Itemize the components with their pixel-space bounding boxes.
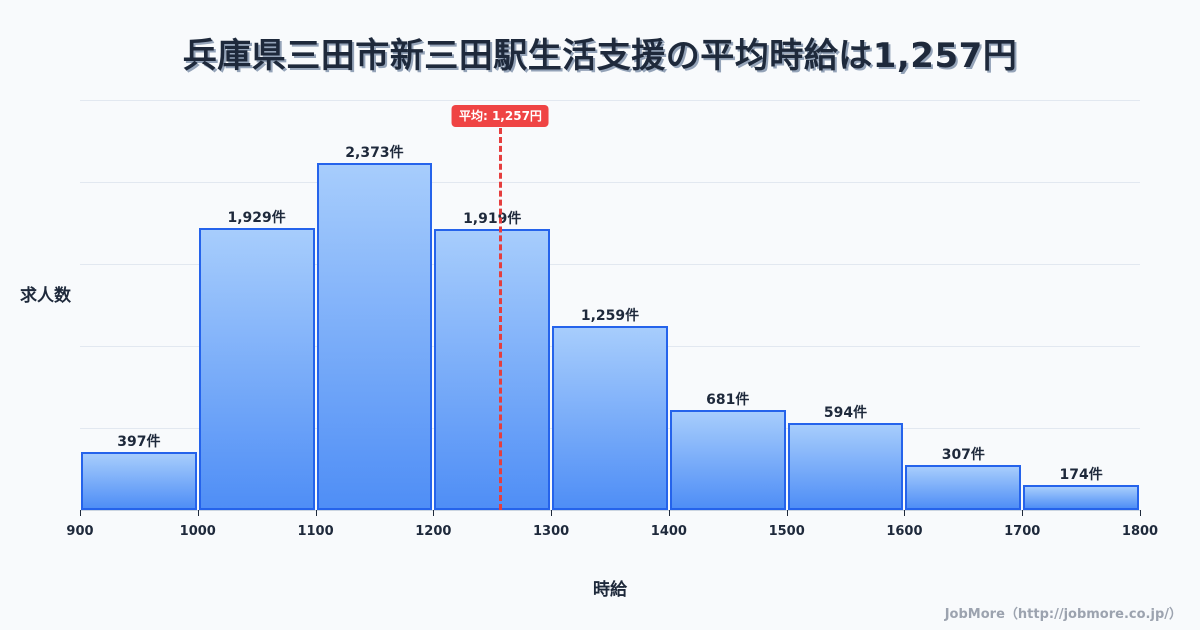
x-tick — [433, 510, 435, 516]
x-axis-line — [80, 510, 1140, 511]
gridline — [80, 264, 1140, 265]
histogram-bar — [434, 229, 551, 510]
histogram-bar — [905, 465, 1022, 510]
x-tick-label: 1700 — [1004, 524, 1041, 539]
x-tick-label: 1800 — [1121, 524, 1159, 539]
bar-value-label: 174件 — [1059, 466, 1103, 483]
gridline — [80, 182, 1140, 183]
plot-area: 397件 1,929件 2,373件 1,919件 1,259件 681件 594件 307件… — [80, 100, 1140, 510]
x-tick — [1140, 510, 1141, 516]
bar-value-label: 1,929件 — [227, 209, 286, 226]
gridline — [80, 100, 1140, 101]
mean-badge: 平均: 1,257円 — [451, 105, 549, 127]
histogram-bar — [552, 325, 668, 510]
histogram-bar — [1023, 484, 1139, 510]
bar-value-label: 681件 — [706, 392, 750, 409]
x-tick — [315, 510, 317, 516]
x-axis-label: 時給 — [593, 580, 627, 600]
histogram-bar — [787, 423, 904, 510]
source-credit: JobMore（http://jobmore.co.jp/） — [944, 607, 1182, 622]
histogram-bar — [198, 227, 315, 510]
bar-value-label: 1,919件 — [463, 211, 522, 227]
histogram-bar — [316, 162, 433, 510]
x-tick-label: 1100 — [297, 524, 334, 539]
bar-value-label: 2,373件 — [345, 144, 404, 161]
histogram-bar — [669, 410, 786, 510]
x-tick-label: 900 — [66, 524, 94, 539]
x-tick-label: 1200 — [415, 524, 452, 539]
x-tick-label: 1000 — [179, 524, 216, 539]
chart-title: 兵庫県三田市新三田駅生活支援の平均時給は1,257円 — [182, 36, 1018, 76]
histogram-bar — [81, 451, 197, 510]
x-tick — [551, 510, 553, 516]
bar-value-label: 397件 — [117, 433, 161, 450]
bar-value-label: 1,259件 — [580, 307, 640, 324]
x-tick — [197, 510, 199, 516]
x-tick — [786, 510, 788, 516]
x-tick-label: 1500 — [768, 524, 805, 539]
bar-value-label: 307件 — [941, 447, 985, 464]
x-tick — [1022, 510, 1024, 516]
x-tick — [668, 510, 670, 516]
x-tick-label: 1300 — [533, 524, 570, 539]
x-tick-label: 1400 — [650, 524, 687, 539]
mean-line — [499, 128, 503, 510]
x-tick — [904, 510, 906, 516]
x-tick-label: 1600 — [886, 524, 923, 539]
x-tick — [80, 510, 81, 516]
bar-value-label: 594件 — [823, 405, 868, 422]
y-axis-label: 求人数 — [20, 286, 71, 306]
